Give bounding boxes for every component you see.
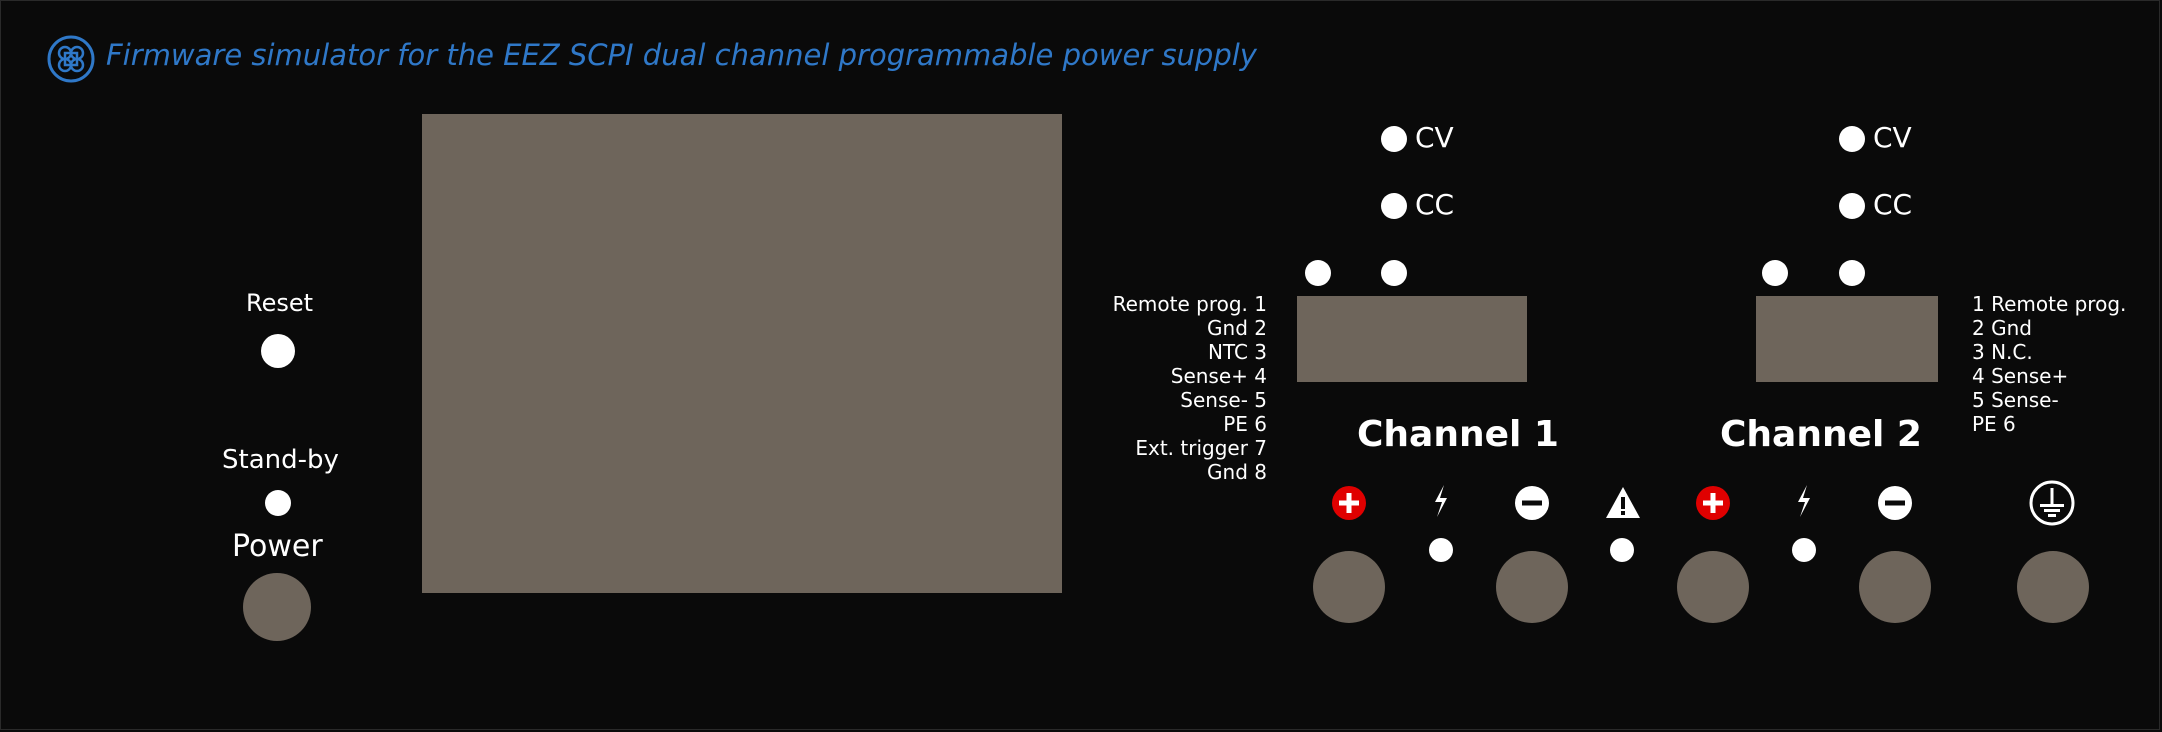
lightning-icon bbox=[1435, 485, 1447, 517]
ch2-cc-led bbox=[1839, 193, 1865, 219]
power-label: Power bbox=[232, 529, 323, 564]
power-button[interactable] bbox=[243, 573, 311, 641]
ch2-connector bbox=[1756, 296, 1938, 382]
ch1-pin: Sense- 5 bbox=[1180, 388, 1267, 412]
page-title: Firmware simulator for the EEZ SCPI dual… bbox=[106, 38, 1257, 72]
ground-terminal[interactable] bbox=[2017, 551, 2089, 623]
ch2-pin: 5 Sense- bbox=[1972, 388, 2059, 412]
ch1-pin: NTC 3 bbox=[1207, 340, 1267, 364]
ch1-cv-label: CV bbox=[1415, 121, 1454, 154]
ch1-cc-led bbox=[1381, 193, 1407, 219]
eez-logo-icon bbox=[47, 35, 95, 83]
lightning-icon bbox=[1798, 485, 1810, 517]
warning-led bbox=[1610, 538, 1634, 562]
ch2-minus-terminal[interactable] bbox=[1859, 551, 1931, 623]
ch1-connector bbox=[1297, 296, 1527, 382]
ch2-connector-led-right bbox=[1839, 260, 1865, 286]
ch1-pin-list: Remote prog. 1 Gnd 2 NTC 3 Sense+ 4 Sens… bbox=[1080, 292, 1267, 484]
ch2-plus-terminal[interactable] bbox=[1677, 551, 1749, 623]
ch2-pin: 3 N.C. bbox=[1972, 340, 2033, 364]
ch2-protection-led bbox=[1792, 538, 1816, 562]
channel1-title: Channel 1 bbox=[1357, 414, 1559, 455]
ch1-cc-label: CC bbox=[1415, 188, 1455, 221]
ch1-pin: Ext. trigger 7 bbox=[1135, 436, 1267, 460]
ch1-pin: Remote prog. 1 bbox=[1112, 292, 1267, 316]
ch2-connector-led-left bbox=[1762, 260, 1788, 286]
ch1-protection-led bbox=[1429, 538, 1453, 562]
ch1-pin: PE 6 bbox=[1223, 412, 1267, 436]
ch2-pin: 4 Sense+ bbox=[1972, 364, 2069, 388]
ch2-cv-led bbox=[1839, 126, 1865, 152]
reset-button[interactable] bbox=[261, 334, 295, 368]
ch2-pin-list: 1 Remote prog. 2 Gnd 3 N.C. 4 Sense+ 5 S… bbox=[1972, 292, 2152, 436]
ch2-pin: PE 6 bbox=[1972, 412, 2016, 436]
minus-terminal-icon bbox=[1515, 486, 1549, 520]
ch2-cv-label: CV bbox=[1873, 121, 1912, 154]
lcd-display[interactable] bbox=[422, 114, 1062, 593]
ch1-cv-led bbox=[1381, 126, 1407, 152]
warning-icon bbox=[1606, 487, 1640, 518]
plus-terminal-icon bbox=[1696, 486, 1730, 520]
ground-icon bbox=[2029, 480, 2075, 526]
ch1-plus-terminal[interactable] bbox=[1313, 551, 1385, 623]
standby-led bbox=[265, 490, 291, 516]
ch2-pin: 2 Gnd bbox=[1972, 316, 2032, 340]
ch1-pin: Sense+ 4 bbox=[1170, 364, 1267, 388]
minus-terminal-icon bbox=[1878, 486, 1912, 520]
ch2-cc-label: CC bbox=[1873, 188, 1913, 221]
reset-label: Reset bbox=[246, 289, 314, 317]
ch2-pin: 1 Remote prog. bbox=[1972, 292, 2127, 316]
ch1-connector-led-left bbox=[1305, 260, 1331, 286]
standby-label: Stand-by bbox=[222, 445, 339, 475]
plus-terminal-icon bbox=[1332, 486, 1366, 520]
ch1-connector-led-right bbox=[1381, 260, 1407, 286]
ch1-minus-terminal[interactable] bbox=[1496, 551, 1568, 623]
ch1-pin: Gnd 2 bbox=[1207, 316, 1267, 340]
ch1-pin: Gnd 8 bbox=[1207, 460, 1267, 484]
channel2-title: Channel 2 bbox=[1720, 414, 1922, 455]
